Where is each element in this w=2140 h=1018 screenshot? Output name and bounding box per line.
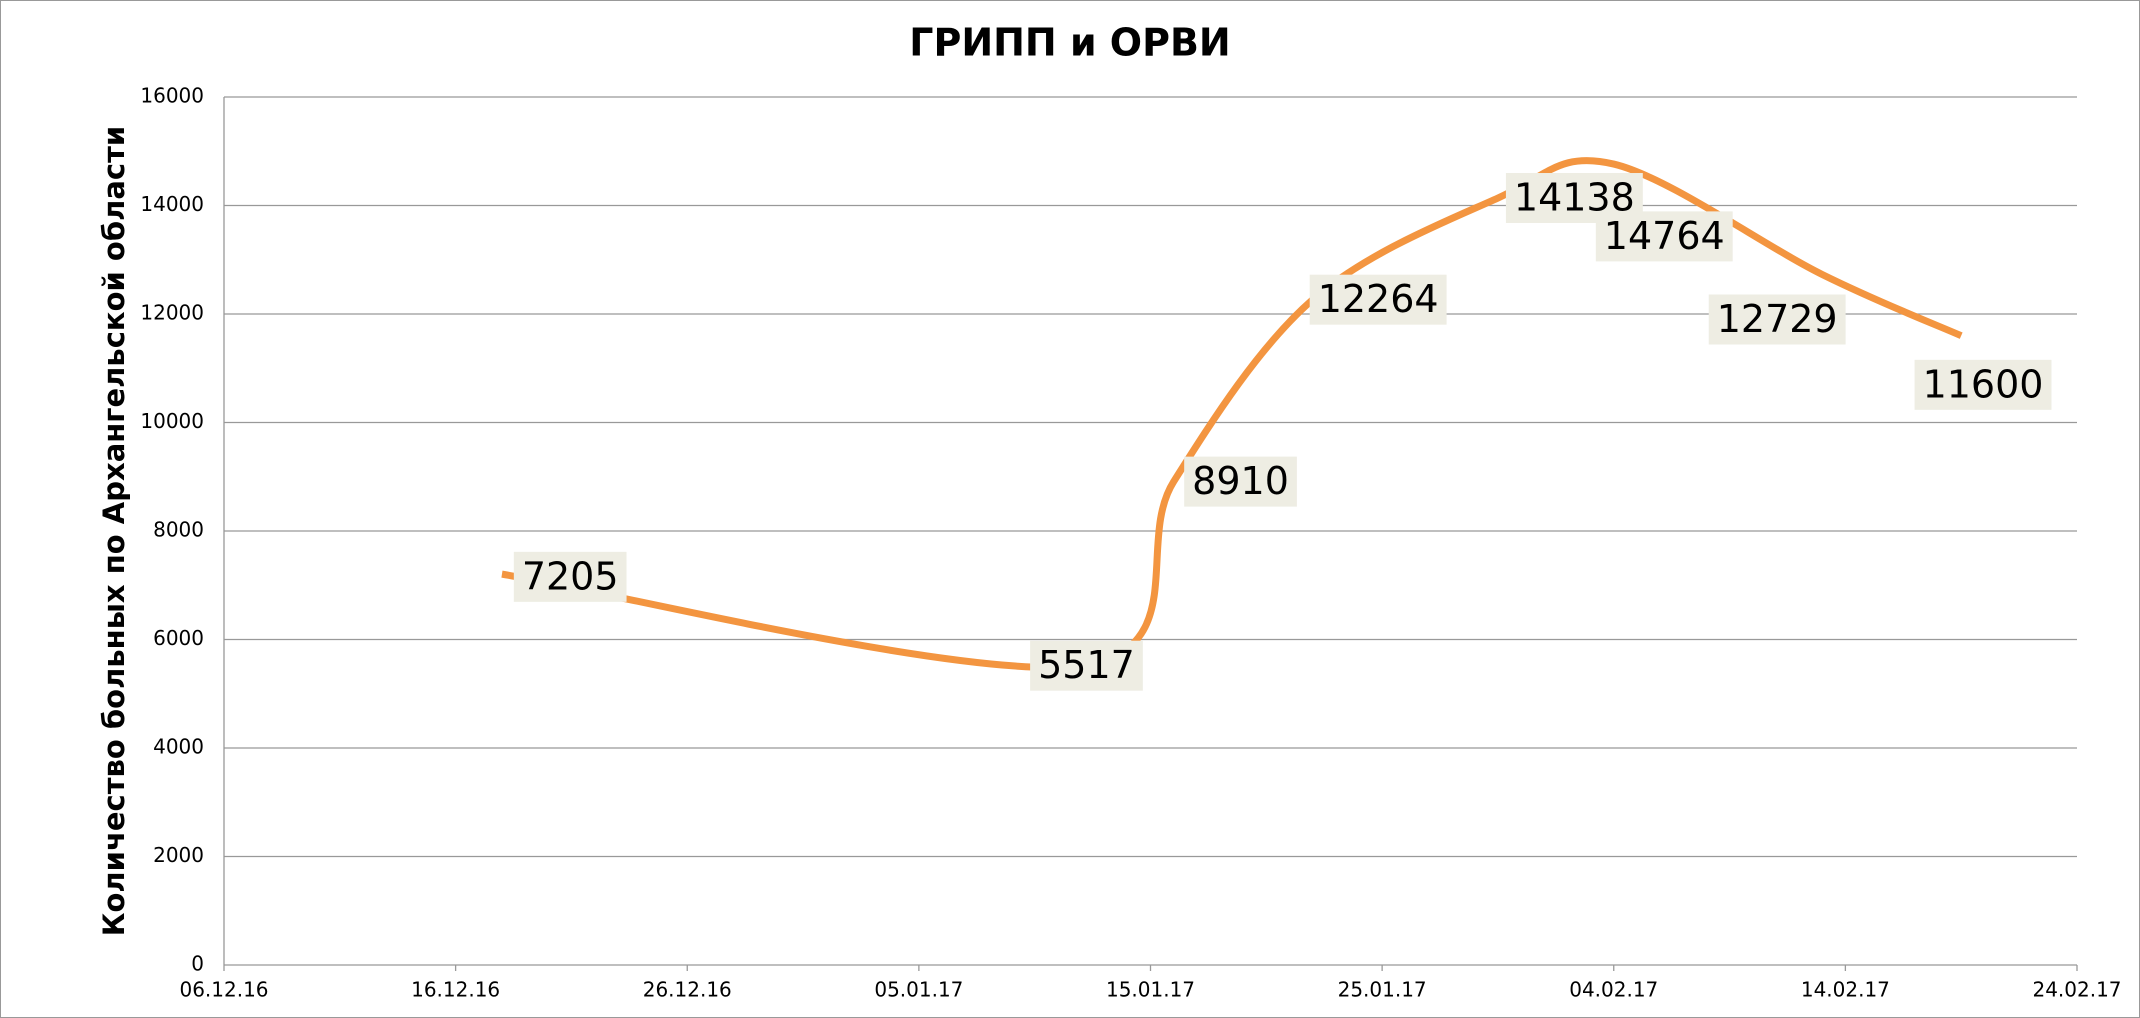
data-label-box: 8910: [1184, 456, 1297, 507]
label-background: [1309, 274, 1447, 325]
data-label: 5517: [1038, 643, 1135, 687]
label-background: [1708, 294, 1846, 345]
data-label-box: 7205: [513, 551, 627, 602]
data-label: 14764: [1604, 214, 1725, 258]
label-background: [1184, 456, 1297, 507]
y-tick-label: 0: [191, 952, 204, 976]
y-tick-label: 16000: [140, 84, 204, 108]
chart-title: ГРИПП и ОРВИ: [909, 21, 1230, 65]
y-tick-label: 8000: [153, 518, 204, 542]
data-label: 12264: [1318, 277, 1439, 321]
data-label: 8910: [1192, 459, 1289, 503]
x-tick-label: 04.02.17: [1569, 978, 1658, 1002]
data-label: 7205: [522, 554, 619, 598]
x-tick-label: 25.01.17: [1338, 978, 1427, 1002]
data-label-box: 5517: [1030, 640, 1143, 691]
label-background: [1914, 359, 2052, 410]
y-tick-label: 12000: [140, 301, 204, 325]
label-background: [1030, 640, 1143, 691]
data-label: 11600: [1923, 362, 2044, 406]
y-tick-label: 2000: [153, 843, 204, 867]
y-tick-label: 14000: [140, 192, 204, 216]
y-tick-label: 10000: [140, 409, 204, 433]
data-label-box: 12729: [1708, 294, 1846, 345]
y-tick-label: 6000: [153, 626, 204, 650]
x-tick-label: 15.01.17: [1106, 978, 1195, 1002]
data-label-box: 12264: [1309, 274, 1447, 325]
data-label-box: 14764: [1595, 211, 1733, 262]
x-tick-label: 24.02.17: [2032, 978, 2121, 1002]
data-label-box: 11600: [1914, 359, 2052, 410]
label-background: [513, 551, 627, 602]
x-tick-label: 16.12.16: [411, 978, 500, 1002]
x-tick-label: 26.12.16: [643, 978, 732, 1002]
y-tick-label: 4000: [153, 735, 204, 759]
y-axis-label: Количество больных по Архангельской обла…: [97, 126, 131, 936]
label-background: [1595, 211, 1733, 262]
data-label: 12729: [1717, 297, 1838, 341]
x-tick-label: 06.12.16: [179, 978, 268, 1002]
x-tick-label: 14.02.17: [1801, 978, 1890, 1002]
x-tick-label: 05.01.17: [874, 978, 963, 1002]
